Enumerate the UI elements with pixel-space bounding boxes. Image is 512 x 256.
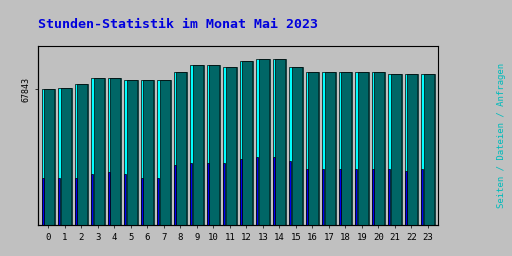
Bar xyxy=(193,65,203,225)
Bar xyxy=(177,72,186,225)
Bar xyxy=(323,169,324,225)
Bar xyxy=(338,72,352,225)
Bar xyxy=(207,163,209,225)
Bar xyxy=(209,65,219,225)
Bar xyxy=(41,89,55,225)
Bar xyxy=(374,72,384,225)
Bar xyxy=(75,178,77,225)
Bar xyxy=(226,67,236,225)
Text: Stunden-Statistik im Monat Mai 2023: Stunden-Statistik im Monat Mai 2023 xyxy=(38,18,318,31)
Bar xyxy=(190,163,192,225)
Bar xyxy=(124,174,126,225)
Bar xyxy=(421,74,435,225)
Bar xyxy=(342,72,351,225)
Bar xyxy=(358,72,368,225)
Bar xyxy=(259,59,269,225)
Bar xyxy=(404,74,418,225)
Bar xyxy=(174,165,176,225)
Bar xyxy=(77,84,87,225)
Bar xyxy=(355,169,357,225)
Bar xyxy=(275,59,285,225)
Bar xyxy=(408,74,417,225)
Bar xyxy=(256,59,270,225)
Bar xyxy=(91,78,104,225)
Bar xyxy=(45,89,54,225)
Text: Seiten / Dateien / Anfragen: Seiten / Dateien / Anfragen xyxy=(497,63,506,208)
Bar xyxy=(94,78,103,225)
Bar xyxy=(389,169,390,225)
Bar xyxy=(75,84,88,225)
Bar xyxy=(58,178,60,225)
Bar xyxy=(240,61,253,225)
Bar xyxy=(388,74,401,225)
Bar xyxy=(322,72,335,225)
Bar xyxy=(289,161,291,225)
Bar xyxy=(174,72,187,225)
Bar xyxy=(405,170,407,225)
Bar xyxy=(91,174,93,225)
Bar xyxy=(127,80,137,225)
Bar xyxy=(206,65,220,225)
Bar xyxy=(61,88,71,225)
Bar xyxy=(157,80,170,225)
Bar xyxy=(242,61,252,225)
Bar xyxy=(391,74,401,225)
Bar xyxy=(421,169,423,225)
Bar xyxy=(141,80,154,225)
Bar xyxy=(372,169,374,225)
Bar xyxy=(108,78,121,225)
Bar xyxy=(157,178,159,225)
Bar xyxy=(160,80,169,225)
Bar xyxy=(289,67,303,225)
Bar xyxy=(325,72,335,225)
Bar xyxy=(424,74,434,225)
Bar xyxy=(292,67,302,225)
Bar xyxy=(339,169,340,225)
Bar xyxy=(124,80,138,225)
Bar xyxy=(273,157,274,225)
Bar xyxy=(355,72,369,225)
Bar xyxy=(306,169,308,225)
Bar xyxy=(190,65,204,225)
Bar xyxy=(240,159,242,225)
Bar xyxy=(111,78,120,225)
Bar xyxy=(372,72,385,225)
Bar xyxy=(223,67,237,225)
Bar xyxy=(58,88,72,225)
Bar xyxy=(42,178,44,225)
Bar xyxy=(141,178,143,225)
Bar xyxy=(306,72,319,225)
Bar xyxy=(223,163,225,225)
Bar xyxy=(108,173,110,225)
Bar xyxy=(308,72,318,225)
Bar xyxy=(272,59,286,225)
Bar xyxy=(257,157,258,225)
Bar xyxy=(143,80,153,225)
